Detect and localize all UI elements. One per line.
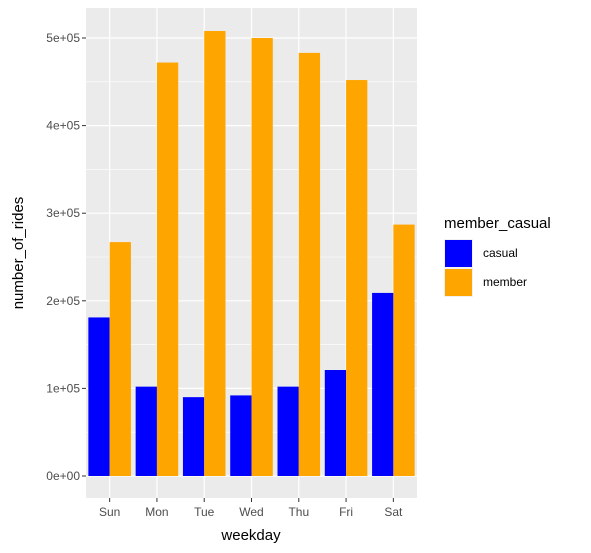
bar-casual-thu xyxy=(277,386,299,476)
bar-casual-fri xyxy=(324,370,347,476)
y-tick-label: 4e+05 xyxy=(46,119,80,133)
bar-member-mon xyxy=(156,62,179,476)
bar-member-sat xyxy=(393,224,415,476)
legend-label-member: member xyxy=(483,275,527,289)
bar-member-sun xyxy=(109,242,131,476)
bar-casual-wed xyxy=(230,395,252,476)
bar-casual-mon xyxy=(135,386,157,476)
bar-member-thu xyxy=(298,52,321,476)
y-tick-label: 2e+05 xyxy=(46,294,80,308)
x-axis-ticks: Sun Mon Tue Wed Thu Fri Sat xyxy=(99,498,403,519)
x-tick-label: Fri xyxy=(339,505,353,519)
x-tick-label: Tue xyxy=(194,505,215,519)
bar-member-wed xyxy=(251,38,273,476)
y-tick-label: 1e+05 xyxy=(46,381,80,395)
y-tick-label: 0e+00 xyxy=(46,469,80,483)
x-tick-label: Sun xyxy=(99,505,120,519)
bar-casual-sat xyxy=(372,292,394,476)
legend-label-casual: casual xyxy=(483,246,518,260)
legend: member_casual casual member xyxy=(444,215,551,297)
legend-swatch-member xyxy=(445,269,472,296)
x-axis-title: weekday xyxy=(220,527,281,544)
bar-member-tue xyxy=(204,30,226,476)
x-tick-label: Thu xyxy=(288,505,309,519)
legend-title: member_casual xyxy=(444,215,551,232)
y-tick-label: 3e+05 xyxy=(46,206,80,220)
bar-casual-tue xyxy=(182,397,205,476)
legend-swatch-casual xyxy=(445,240,472,267)
y-axis-ticks: 0e+00 1e+05 2e+05 3e+05 4e+05 5e+05 xyxy=(46,31,86,483)
x-tick-label: Wed xyxy=(239,505,263,519)
x-tick-label: Mon xyxy=(145,505,168,519)
x-tick-label: Sat xyxy=(384,505,403,519)
bars xyxy=(88,30,415,476)
y-tick-label: 5e+05 xyxy=(46,31,80,45)
y-axis-title: number_of_rides xyxy=(10,197,27,310)
bar-member-fri xyxy=(346,80,368,476)
bar-casual-sun xyxy=(88,317,110,476)
